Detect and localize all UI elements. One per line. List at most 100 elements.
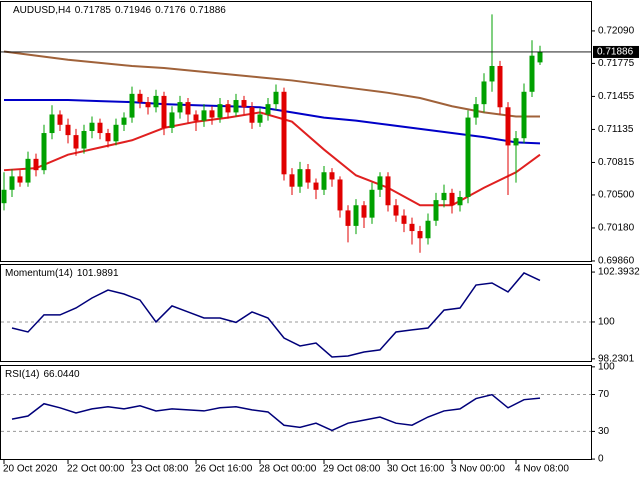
candle-body [505, 107, 511, 146]
candle-body [481, 81, 487, 105]
candle-body [353, 205, 359, 226]
candle-body [49, 114, 55, 134]
candle-body [233, 100, 239, 113]
candle-body [385, 176, 391, 206]
y-tick-label: 0.71135 [598, 124, 634, 135]
indicator-line [11, 272, 541, 358]
price-label-box [593, 45, 639, 58]
candle-body [369, 189, 375, 218]
candle-body [473, 104, 479, 118]
candle-body [225, 104, 231, 113]
panel [0, 365, 592, 460]
x-tick-label: 23 Oct 08:00 [131, 464, 189, 475]
indicator-line [11, 393, 541, 432]
candle-body [161, 95, 167, 128]
candle-body [65, 124, 71, 136]
candle-body [41, 133, 47, 171]
candle-body [361, 205, 367, 218]
candle-body [393, 205, 399, 216]
candle-body [345, 210, 351, 226]
candle-body [209, 110, 215, 118]
candle-body [137, 93, 143, 103]
indicator-value: 101.9891 [77, 268, 119, 279]
candle-body [529, 55, 535, 92]
candle-body [321, 172, 327, 190]
candle-body [377, 176, 383, 190]
candle-body [265, 104, 271, 115]
candle-body [217, 104, 223, 118]
candle-body [425, 220, 431, 239]
indicator-header: RSI(14) 66.0440 [5, 369, 80, 380]
candle-body [537, 51, 543, 63]
y-tick-label: 0.70815 [598, 157, 635, 168]
candle-body [201, 110, 207, 121]
candle-body [513, 138, 519, 146]
candle-body [121, 117, 127, 125]
y-tick-label: 100 [598, 317, 615, 328]
candle-body [497, 65, 503, 108]
y-tick-label: 30 [598, 426, 610, 437]
y-tick-label: 70 [598, 389, 610, 400]
candle-body [465, 117, 471, 198]
chart-header: AUDUSD,H4 0.71785 0.71946 0.7176 0.71886 [13, 5, 226, 16]
candle-body [433, 200, 439, 221]
candle-body [129, 93, 135, 118]
x-tick-label: 22 Oct 00:00 [67, 464, 125, 475]
moving-average-line [3, 111, 541, 207]
candle-body [521, 91, 527, 139]
moving-average-line [3, 50, 540, 118]
y-tick-label: 0 [598, 454, 604, 465]
y-tick-label: 98.2301 [598, 354, 635, 365]
candle-body [9, 176, 15, 190]
candle-body [17, 176, 23, 183]
candle-body [89, 122, 95, 131]
y-tick-label: 0.71455 [598, 91, 635, 102]
candle-body [305, 169, 311, 183]
x-tick-label: 4 Nov 08:00 [515, 464, 569, 475]
candle-body [1, 189, 7, 204]
x-tick-label: 30 Oct 16:00 [387, 464, 445, 475]
candle-body [313, 182, 319, 190]
candle-body [57, 114, 63, 125]
panel [0, 1, 592, 262]
candle-body [281, 91, 287, 175]
candle-body [289, 174, 295, 187]
candle-body [457, 197, 463, 206]
candle-body [257, 114, 263, 123]
candle-body [113, 124, 119, 142]
candle-body [337, 179, 343, 211]
y-tick-label: 0.72090 [598, 26, 635, 37]
candle-body [193, 114, 199, 121]
candle-body [329, 172, 335, 180]
y-tick-label: 0.70500 [598, 190, 635, 201]
y-tick-label: 0.70180 [598, 223, 635, 234]
candle-body [409, 223, 415, 232]
candle-body [441, 192, 447, 201]
candle-body [297, 169, 303, 187]
x-tick-label: 29 Oct 08:00 [323, 464, 381, 475]
candle-body [177, 102, 183, 113]
indicator-header: Momentum(14) 101.9891 [5, 268, 119, 279]
symbol-title: AUDUSD,H4 [13, 5, 71, 16]
candle-body [97, 122, 103, 134]
candle-body [489, 65, 495, 82]
candle-body [145, 102, 151, 108]
header-low: 0.7176 [155, 5, 186, 16]
y-tick-label: 0.69860 [598, 256, 635, 267]
candle-body [449, 192, 455, 206]
candle-body [401, 215, 407, 224]
x-tick-label: 20 Oct 2020 [3, 464, 58, 475]
candle-body [241, 100, 247, 108]
candle-body [185, 102, 191, 115]
candle-body [417, 231, 423, 239]
candle-body [273, 91, 279, 105]
indicator-title: RSI(14) [5, 369, 39, 380]
candle-body [25, 158, 31, 183]
x-tick-label: 3 Nov 00:00 [451, 464, 505, 475]
candle-body [81, 130, 87, 149]
y-tick-label: 102.3932 [598, 267, 640, 278]
header-open: 0.71785 [75, 5, 112, 16]
candle-body [153, 95, 159, 108]
candle-body [249, 107, 255, 123]
